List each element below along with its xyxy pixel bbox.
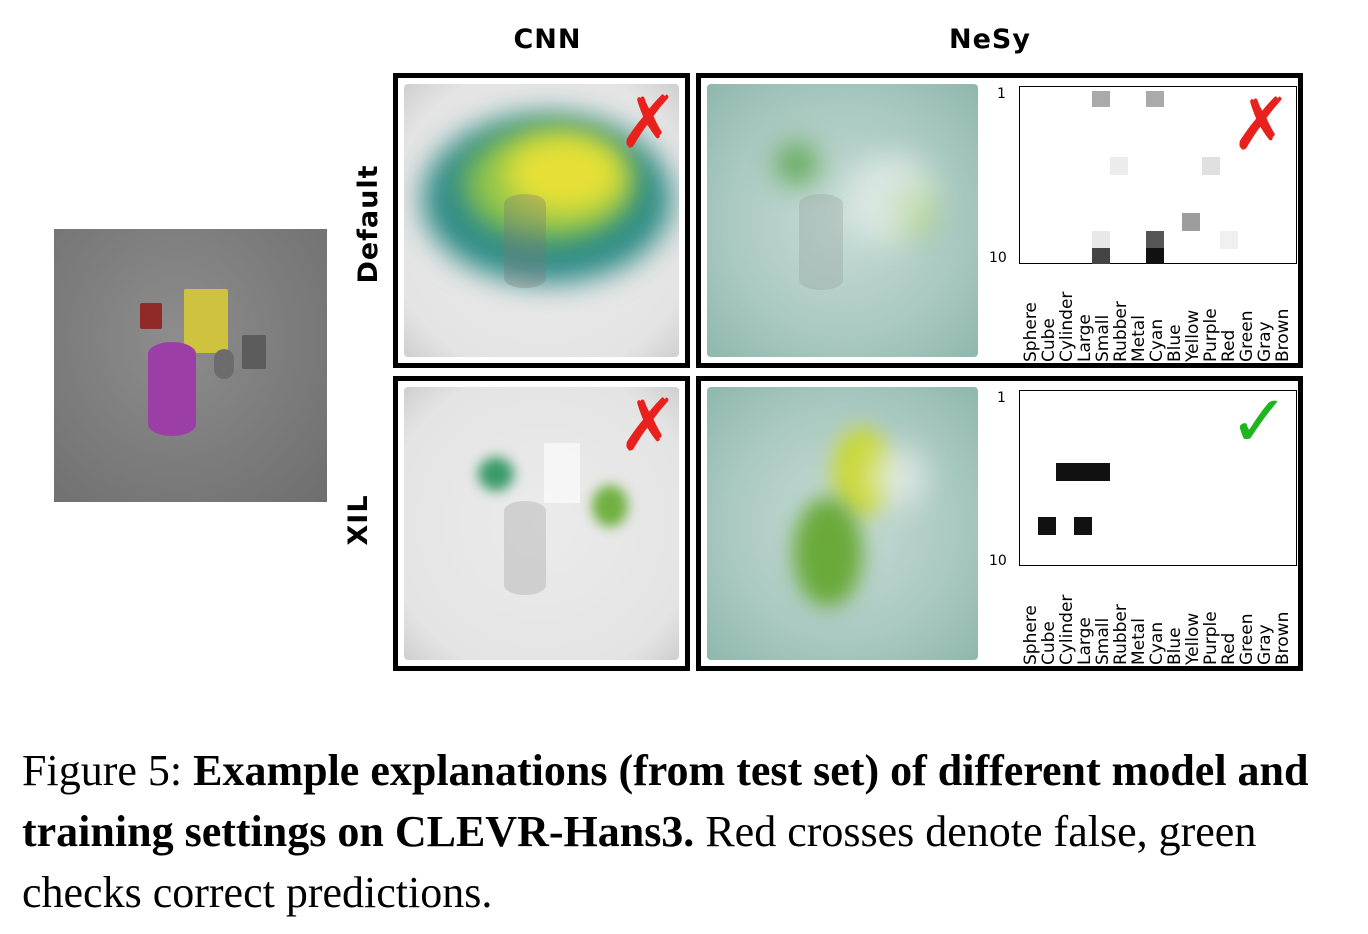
- y-tick-10: 10: [989, 553, 1007, 569]
- cnn-heatmap: [404, 387, 679, 660]
- y-tick-10: 10: [989, 250, 1007, 266]
- default-row-header: Default: [353, 164, 384, 284]
- x-label: Gray: [1255, 624, 1275, 665]
- x-label: Cube: [1039, 621, 1059, 665]
- x-label: Small: [1093, 617, 1113, 665]
- y-tick-1: 1: [997, 390, 1006, 406]
- x-label: Green: [1237, 310, 1257, 362]
- x-label: Purple: [1201, 611, 1221, 665]
- xil-nesy-panel: 1 10 ✓ Sphere Cube Cylinder Large Small …: [696, 376, 1303, 671]
- caption-rest: Red crosses denote false, green checks c…: [22, 807, 1257, 917]
- x-label: Cyan: [1147, 621, 1167, 665]
- check-icon: ✓: [1229, 379, 1290, 463]
- x-label: Large: [1075, 617, 1095, 665]
- caption-bold: Example explanations (from test set) of …: [22, 746, 1309, 856]
- x-label: Cylinder: [1057, 594, 1077, 665]
- nesy-heatmap: [707, 84, 978, 357]
- x-label: Sphere: [1021, 605, 1041, 665]
- gray-cube: [242, 335, 266, 369]
- x-label: Cylinder: [1057, 291, 1077, 362]
- nesy-header: NeSy: [949, 24, 1031, 55]
- nesy-heatmap: [707, 387, 978, 660]
- xil-concept-plot: [1019, 390, 1297, 566]
- xil-cnn-panel: ✗: [393, 376, 690, 671]
- cnn-heatmap: [404, 84, 679, 357]
- cnn-header: CNN: [513, 24, 582, 55]
- red-cube: [140, 303, 162, 329]
- x-label: Brown: [1273, 308, 1293, 362]
- default-concept-plot: [1019, 86, 1297, 264]
- x-label: Rubber: [1111, 301, 1131, 362]
- y-tick-1: 1: [997, 86, 1006, 102]
- default-cnn-panel: ✗: [393, 73, 690, 368]
- x-label: Small: [1093, 314, 1113, 362]
- x-label: Red: [1219, 632, 1239, 665]
- purple-cylinder: [148, 342, 196, 436]
- figure-caption: Figure 5: Example explanations (from tes…: [22, 740, 1342, 923]
- default-nesy-panel: 1 10 ✗ Sphere Cube Cylinder Large Small …: [696, 73, 1303, 368]
- x-label: Yellow: [1183, 612, 1203, 665]
- caption-prefix: Figure 5:: [22, 746, 194, 795]
- default-x-labels: Sphere Cube Cylinder Large Small Rubber …: [1021, 270, 1301, 365]
- x-label: Blue: [1165, 324, 1185, 362]
- x-label: Purple: [1201, 308, 1221, 362]
- cross-icon: ✗: [618, 80, 679, 164]
- x-label: Sphere: [1021, 302, 1041, 362]
- x-label: Brown: [1273, 611, 1293, 665]
- scene-image: [54, 229, 327, 502]
- x-label: Cube: [1039, 318, 1059, 362]
- x-label: Metal: [1129, 315, 1149, 362]
- x-label: Blue: [1165, 627, 1185, 665]
- xil-row-header: XIL: [343, 494, 374, 546]
- x-label: Cyan: [1147, 318, 1167, 362]
- cross-icon: ✗: [1231, 82, 1292, 166]
- x-label: Large: [1075, 314, 1095, 362]
- cross-icon: ✗: [618, 383, 679, 467]
- x-label: Green: [1237, 613, 1257, 665]
- x-label: Red: [1219, 329, 1239, 362]
- gray-cylinder: [214, 349, 234, 379]
- x-label: Yellow: [1183, 309, 1203, 362]
- xil-x-labels: Sphere Cube Cylinder Large Small Rubber …: [1021, 573, 1301, 668]
- x-label: Rubber: [1111, 604, 1131, 665]
- x-label: Gray: [1255, 321, 1275, 362]
- yellow-cube: [184, 289, 228, 353]
- x-label: Metal: [1129, 618, 1149, 665]
